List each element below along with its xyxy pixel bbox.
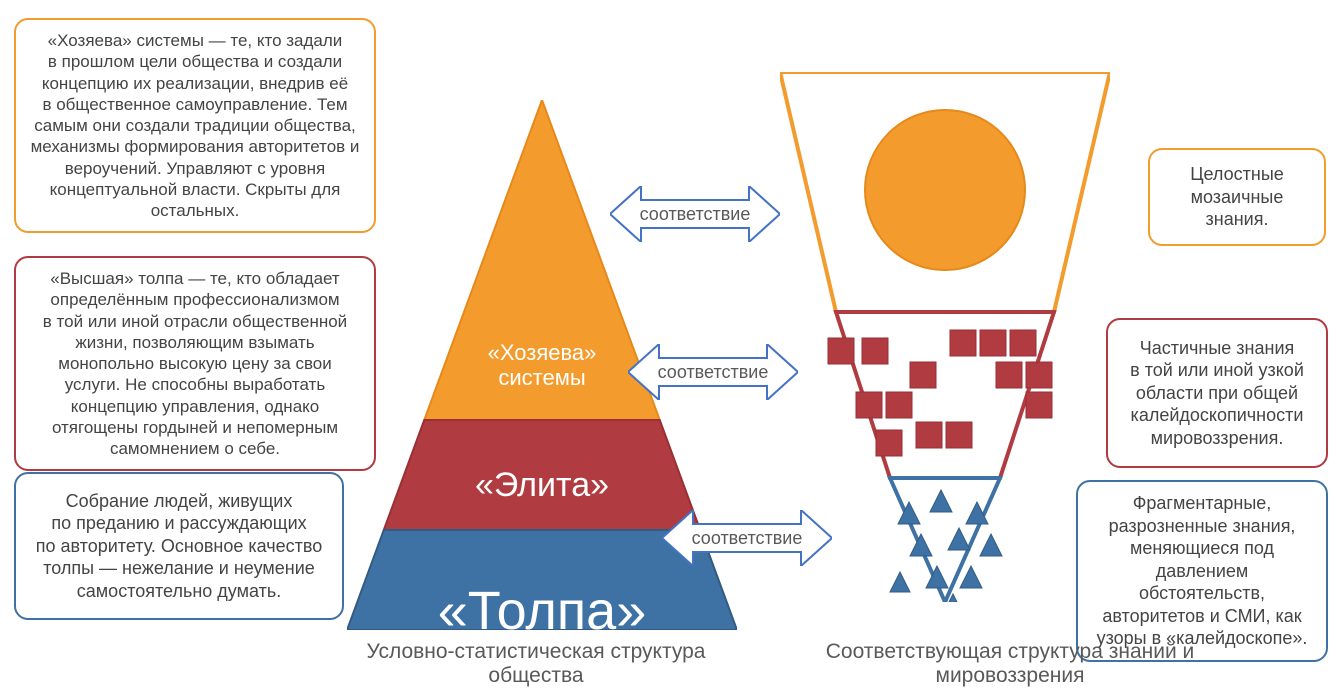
pyramid-label-owners: «Хозяева» системы (422, 340, 662, 391)
arrow-label: соответствие (610, 204, 780, 225)
callout-partial-knowledge: Частичные знания в той или иной узкой об… (1106, 318, 1328, 468)
callout-whole-knowledge: Целостные мозаичные знания. (1148, 148, 1326, 246)
arrow-label: соответствие (628, 362, 798, 383)
caption-right: Соответствующая структура знаний и миров… (800, 640, 1220, 688)
callout-text: Собрание людей, живущих по преданию и ра… (30, 490, 328, 603)
callout-fragment-knowledge: Фрагментарные, разрозненные знания, меня… (1076, 480, 1328, 662)
callout-text: «Высшая» толпа — те, кто обладает опреде… (30, 268, 360, 459)
callout-crowd: Собрание людей, живущих по преданию и ра… (14, 472, 344, 620)
callout-text: Частичные знания в той или иной узкой об… (1122, 337, 1312, 450)
pyramid-label-crowd: «Толпа» (422, 580, 662, 642)
callout-text: Фрагментарные, разрозненные знания, меня… (1092, 492, 1312, 650)
callout-owners: «Хозяева» системы — те, кто задали в про… (14, 18, 376, 233)
caption-left: Условно-статистическая структура обществ… (326, 640, 746, 688)
callout-text: «Хозяева» системы — те, кто задали в про… (30, 30, 360, 221)
knowledge-pyramid (780, 72, 1110, 602)
callout-text: Целостные мозаичные знания. (1164, 163, 1310, 231)
callout-elite: «Высшая» толпа — те, кто обладает опреде… (14, 256, 376, 471)
pyramid-label-elite: «Элита» (422, 466, 662, 505)
diagram-stage: «Хозяева» системы — те, кто задали в про… (0, 0, 1344, 692)
